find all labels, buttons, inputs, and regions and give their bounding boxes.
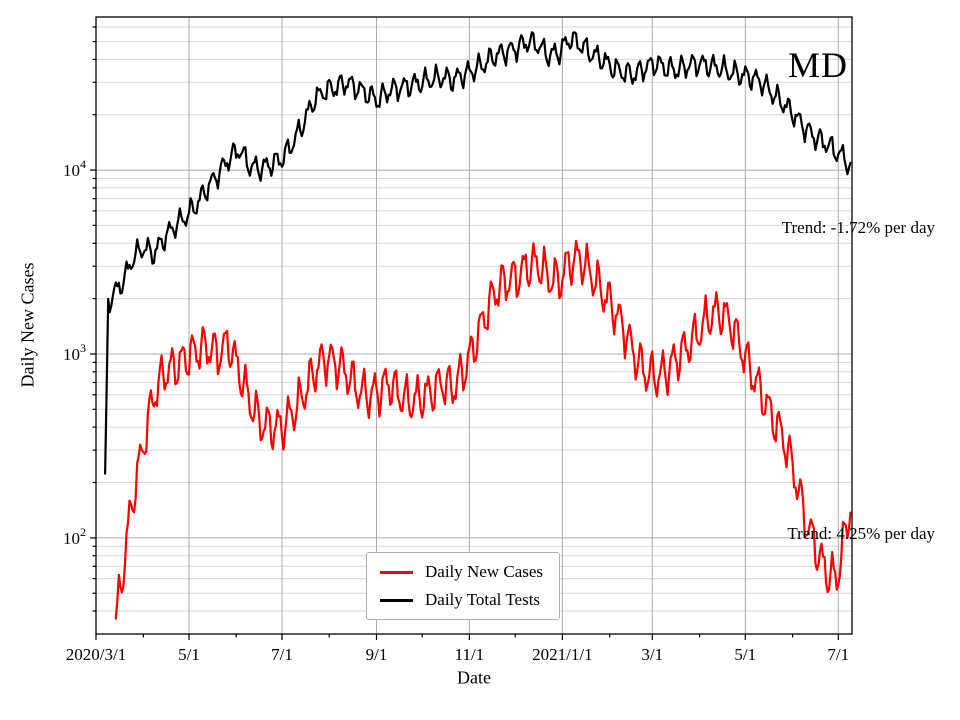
legend-label-cases: Daily New Cases <box>425 562 544 581</box>
x-tick-label: 2021/1/1 <box>532 645 592 664</box>
x-axis-label: Date <box>457 667 491 688</box>
y-tick-label: 103 <box>63 341 86 364</box>
legend-label-tests: Daily Total Tests <box>425 590 541 609</box>
tests-line-swatch <box>380 598 413 602</box>
trend-cases-annotation: Trend: 4.25% per day <box>787 524 935 544</box>
legend-entry-tests: Daily Total Tests <box>380 590 543 610</box>
x-tick-label: 9/1 <box>366 645 388 664</box>
trend-tests-annotation: Trend: -1.72% per day <box>781 217 935 237</box>
x-tick-label: 7/1 <box>271 645 293 664</box>
x-tick-label: 3/1 <box>641 645 663 664</box>
cases-line-swatch <box>380 570 413 574</box>
x-tick-label: 7/1 <box>827 645 849 664</box>
axis-ticks <box>90 26 839 640</box>
state-annotation: MD <box>787 45 848 85</box>
legend-entry-cases: Daily New Cases <box>380 562 543 582</box>
legend: Daily New Cases Daily Total Tests <box>366 552 561 620</box>
grid-minor <box>96 26 852 612</box>
series-daily-total-tests <box>104 31 852 475</box>
x-tick-label: 5/1 <box>734 645 756 664</box>
x-tick-label: 5/1 <box>178 645 200 664</box>
plot-border <box>95 16 853 635</box>
series-lines <box>104 31 852 620</box>
x-tick-label: 11/1 <box>455 645 485 664</box>
x-tick-label: 2020/3/1 <box>66 645 126 664</box>
tick-labels: 2020/3/1 5/1 7/1 9/1 11/1 2021/1/1 3/1 5/1 7/1 10… <box>63 157 849 664</box>
series-daily-new-cases <box>114 239 852 620</box>
y-axis-label: Daily New Cases <box>17 262 38 388</box>
y-tick-label: 104 <box>63 157 86 180</box>
y-tick-label: 102 <box>63 525 86 548</box>
